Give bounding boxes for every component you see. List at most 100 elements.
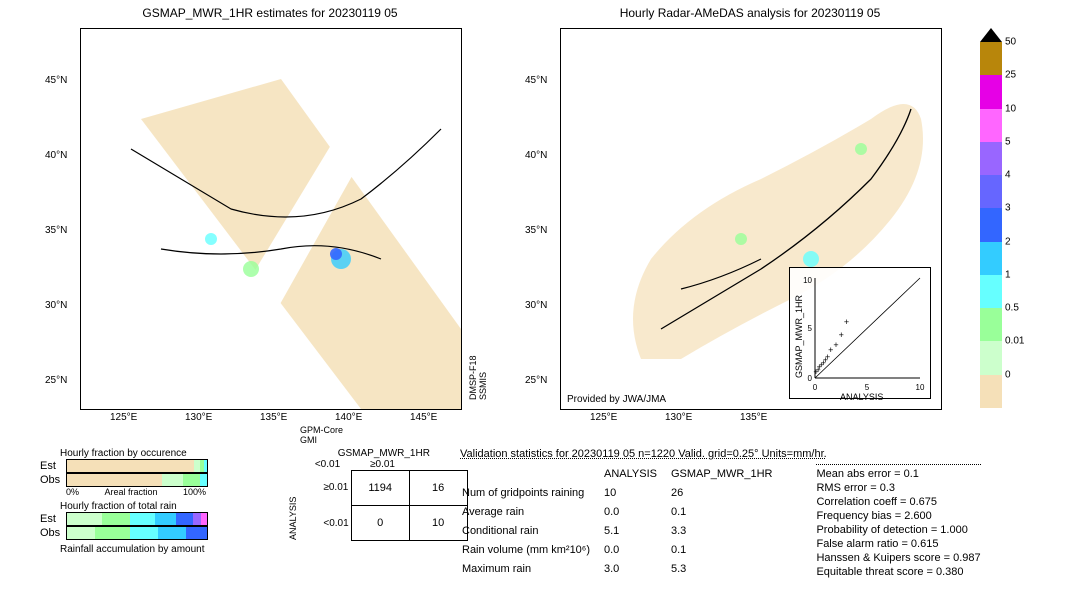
right-map-title: Hourly Radar-AMeDAS analysis for 2023011… [560, 6, 940, 20]
colorbar-seg-4 [980, 175, 1002, 208]
svg-text:+: + [844, 317, 849, 327]
right-map-lon-135: 135°E [740, 412, 767, 423]
stat-line: Hanssen & Kuipers score = 0.987 [816, 551, 980, 565]
val-v1: 5.1 [604, 522, 669, 539]
stat-line: Mean abs error = 0.1 [816, 467, 980, 481]
colorbar-tick-2: 2 [1005, 236, 1011, 247]
rain-est-bar [66, 512, 208, 526]
validation-header: Validation statistics for 20230119 05 n=… [460, 448, 981, 460]
colorbar-seg-25 [980, 75, 1002, 108]
svg-text:10: 10 [803, 276, 812, 285]
colorbar-seg-5 [980, 142, 1002, 175]
left-map-lat-30: 30°N [45, 300, 67, 311]
stat-line: Probability of detection = 1.000 [816, 523, 980, 537]
areal-0: 0% [66, 487, 79, 497]
colorbar-tick-3: 3 [1005, 203, 1011, 214]
left-map-lon-130: 130°E [185, 412, 212, 423]
frac-est-label: Est [40, 460, 62, 472]
colorbar-seg-0.5 [980, 308, 1002, 341]
right-map-lat-35: 35°N [525, 225, 547, 236]
left-map-lon-140: 140°E [335, 412, 362, 423]
fraction-title-2: Hourly fraction of total rain [60, 501, 208, 512]
val-v2: 26 [671, 485, 784, 502]
colorbar-tick-5: 5 [1005, 136, 1011, 147]
areal-mid: Areal fraction [104, 487, 157, 497]
left-map-lon-145: 145°E [410, 412, 437, 423]
contingency-section: GSMAP_MWR_1HR <0.01 ≥0.01 ANALYSIS ≥0.01… [280, 448, 468, 541]
left-map-bottom-label-2: GMI [300, 435, 317, 445]
fraction-title-1: Hourly fraction by occurence [60, 448, 208, 459]
rain-obs-label: Obs [40, 527, 62, 539]
stats-list: Mean abs error = 0.1RMS error = 0.3Corre… [816, 464, 980, 579]
val-v1: 0.0 [604, 541, 669, 558]
right-map-lat-30: 30°N [525, 300, 547, 311]
stat-line: RMS error = 0.3 [816, 481, 980, 495]
svg-text:5: 5 [865, 383, 870, 392]
left-map-lat-25: 25°N [45, 375, 67, 386]
val-v1: 0.0 [604, 504, 669, 521]
occ-est-bar [66, 459, 208, 473]
ct-col-0: <0.01 [300, 459, 355, 470]
validation-table: ANALYSISGSMAP_MWR_1HR Num of gridpoints … [460, 464, 786, 579]
ct-row-title: ANALYSIS [288, 497, 359, 540]
ct-01: 16 [409, 471, 467, 506]
ct-col-title: GSMAP_MWR_1HR [300, 448, 468, 459]
val-v1: 3.0 [604, 560, 669, 577]
left-map-title: GSMAP_MWR_1HR estimates for 20230119 05 [80, 6, 460, 20]
left-map-lat-45: 45°N [45, 75, 67, 86]
colorbar-seg-1 [980, 275, 1002, 308]
left-map-lon-135: 135°E [260, 412, 287, 423]
left-map-lat-40: 40°N [45, 150, 67, 161]
right-map-lon-125: 125°E [590, 412, 617, 423]
colorbar-tick-10: 10 [1005, 103, 1016, 114]
colorbar-tick-0.01: 0.01 [1005, 336, 1024, 347]
val-v2: 0.1 [671, 504, 784, 521]
svg-text:10: 10 [916, 383, 925, 392]
fraction-title-3: Rainfall accumulation by amount [60, 544, 208, 555]
right-map-lat-40: 40°N [525, 150, 547, 161]
scatter-ylabel: GSMAP_MWR_1HR [794, 295, 804, 378]
stat-line: Frequency bias = 2.600 [816, 509, 980, 523]
left-map-panel [80, 28, 462, 410]
right-map-panel: Provided by JWA/JMA 0 5 10 0 5 10 ++++++… [560, 28, 942, 410]
occ-obs-bar [66, 473, 208, 487]
scatter-panel: 0 5 10 0 5 10 +++++++++++ ANALYSIS GSMAP… [789, 267, 931, 399]
left-map-bottom-label-1: GPM-Core [300, 425, 343, 435]
colorbar-seg-2 [980, 242, 1002, 275]
frac-obs-label: Obs [40, 474, 62, 486]
stat-line: Equitable threat score = 0.380 [816, 565, 980, 579]
left-map-right-label-1: DMSP-F18 [468, 355, 478, 400]
left-map-lat-35: 35°N [45, 225, 67, 236]
val-v2: 0.1 [671, 541, 784, 558]
colorbar-seg-3 [980, 208, 1002, 241]
colorbar: 502510543210.50.010 [980, 28, 1002, 408]
colorbar-seg-50 [980, 42, 1002, 75]
rain-est-label: Est [40, 513, 62, 525]
provided-by-label: Provided by JWA/JMA [567, 394, 666, 405]
left-map-lon-125: 125°E [110, 412, 137, 423]
areal-100: 100% [183, 487, 206, 497]
val-label: Conditional rain [462, 522, 602, 539]
colorbar-tick-50: 50 [1005, 37, 1016, 48]
val-label: Average rain [462, 504, 602, 521]
ct-00: 1194 [351, 471, 409, 506]
validation-section: Validation statistics for 20230119 05 n=… [460, 448, 981, 579]
colorbar-seg-0.01 [980, 341, 1002, 374]
stat-line: False alarm ratio = 0.615 [816, 537, 980, 551]
ct-col-1: ≥0.01 [355, 459, 410, 470]
val-label: Num of gridpoints raining [462, 485, 602, 502]
scatter-plot: 0 5 10 0 5 10 +++++++++++ [790, 268, 930, 398]
colorbar-tick-4: 4 [1005, 170, 1011, 181]
colorbar-seg-10 [980, 109, 1002, 142]
right-map-lat-25: 25°N [525, 375, 547, 386]
val-v1: 10 [604, 485, 669, 502]
contingency-table: 119416 010 [351, 470, 468, 541]
ct-row-0: ≥0.01 [323, 482, 348, 493]
val-col1: ANALYSIS [604, 466, 669, 483]
left-map-right-label-2: SSMIS [478, 372, 488, 400]
val-label: Rain volume (mm km²10⁶) [462, 541, 602, 558]
colorbar-tick-0.5: 0.5 [1005, 303, 1019, 314]
ct-11: 10 [409, 506, 467, 541]
val-label: Maximum rain [462, 560, 602, 577]
right-map-lon-130: 130°E [665, 412, 692, 423]
